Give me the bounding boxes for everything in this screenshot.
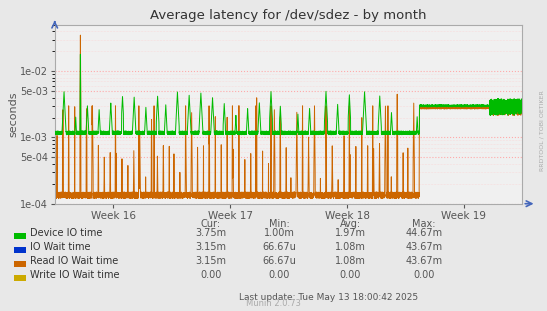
Text: 1.08m: 1.08m [335,242,365,252]
Text: 3.15m: 3.15m [195,256,226,266]
Text: Last update: Tue May 13 18:00:42 2025: Last update: Tue May 13 18:00:42 2025 [238,293,418,301]
Text: Avg:: Avg: [340,219,360,229]
Text: 43.67m: 43.67m [405,242,443,252]
Text: RRDTOOL / TOBI OETIKER: RRDTOOL / TOBI OETIKER [539,90,544,171]
Text: Device IO time: Device IO time [30,228,102,238]
Text: Cur:: Cur: [201,219,220,229]
Text: Read IO Wait time: Read IO Wait time [30,256,118,266]
Text: 3.15m: 3.15m [195,242,226,252]
Title: Average latency for /dev/sdez - by month: Average latency for /dev/sdez - by month [150,9,427,22]
Text: 44.67m: 44.67m [405,228,443,238]
Text: 3.75m: 3.75m [195,228,226,238]
Text: IO Wait time: IO Wait time [30,242,91,252]
Text: 0.00: 0.00 [413,270,435,280]
Text: 43.67m: 43.67m [405,256,443,266]
Y-axis label: seconds: seconds [8,91,19,137]
Text: 1.97m: 1.97m [335,228,365,238]
Text: Min:: Min: [269,219,289,229]
Text: 1.08m: 1.08m [335,256,365,266]
Text: 66.67u: 66.67u [262,256,296,266]
Text: 0.00: 0.00 [200,270,222,280]
Text: 0.00: 0.00 [268,270,290,280]
Text: 66.67u: 66.67u [262,242,296,252]
Text: Write IO Wait time: Write IO Wait time [30,270,120,280]
Text: Max:: Max: [412,219,435,229]
Text: 1.00m: 1.00m [264,228,294,238]
Text: 0.00: 0.00 [339,270,361,280]
Text: Munin 2.0.73: Munin 2.0.73 [246,299,301,308]
